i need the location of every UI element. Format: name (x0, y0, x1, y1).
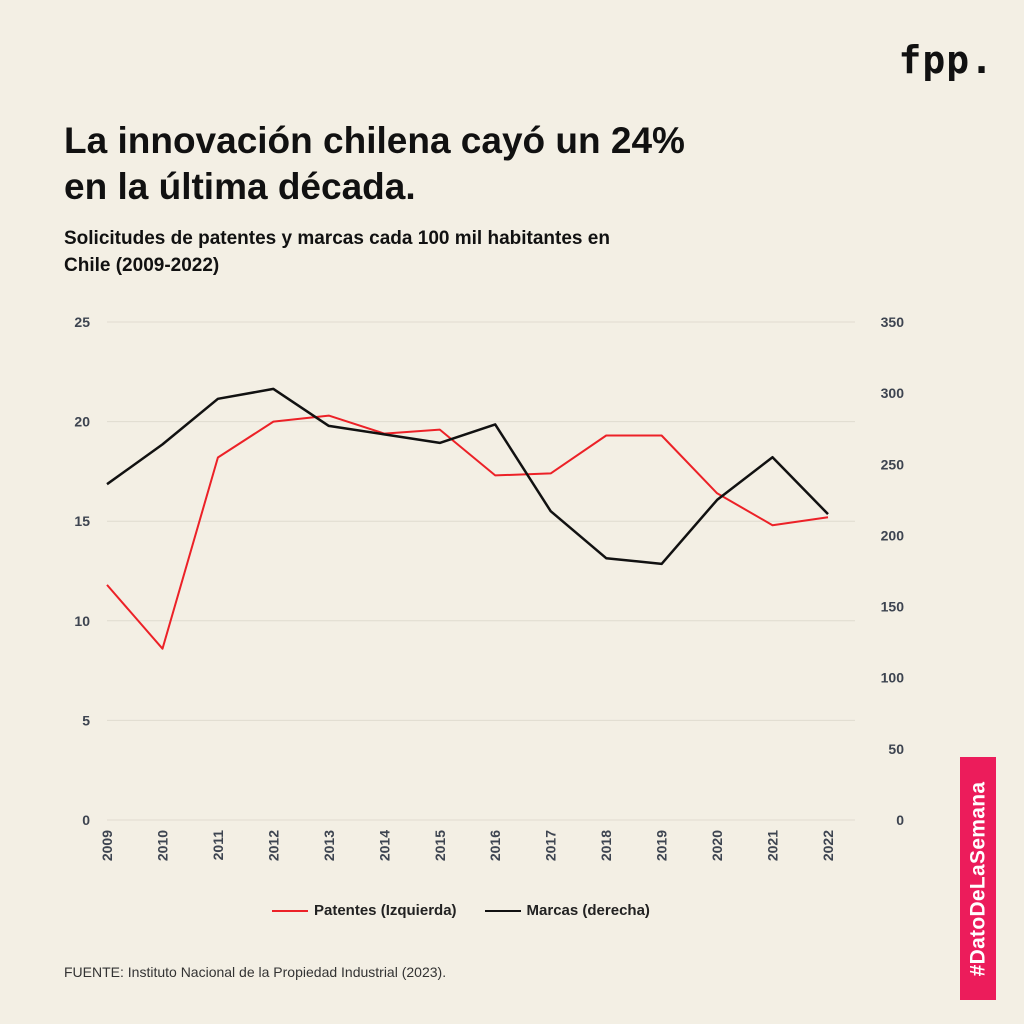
subtitle-line-2: Chile (2009-2022) (64, 255, 220, 276)
x-tick-label: 2010 (154, 830, 170, 861)
chart-title: La innovación chilena cayó un 24% en la … (64, 118, 824, 210)
legend-swatch-patentes (272, 909, 308, 912)
x-tick-label: 2009 (99, 830, 115, 861)
legend-item-patentes: Patentes (Izquierda) (272, 902, 457, 919)
left-tick-label: 15 (74, 513, 90, 529)
x-tick-label: 2018 (598, 830, 614, 861)
title-line-2: en la última década. (64, 166, 416, 207)
right-tick-label: 0 (896, 812, 904, 828)
legend-item-marcas: Marcas (derecha) (484, 902, 650, 919)
fpp-logo: fpp. (898, 38, 994, 82)
title-line-1: La innovación chilena cayó un 24% (64, 120, 685, 161)
x-tick-label: 2022 (820, 830, 836, 861)
x-tick-label: 2017 (543, 830, 559, 861)
left-tick-label: 10 (74, 613, 90, 629)
x-tick-label: 2012 (265, 830, 281, 861)
x-tick-label: 2021 (765, 830, 781, 861)
legend-swatch-marcas (484, 909, 521, 912)
x-tick-label: 2014 (376, 830, 392, 861)
x-tick-label: 2019 (654, 830, 670, 861)
hashtag-badge: #DatoDeLaSemana (960, 757, 996, 1000)
right-tick-label: 200 (881, 527, 905, 543)
x-tick-label: 2016 (487, 830, 503, 861)
left-tick-label: 0 (82, 812, 90, 828)
series-line-patentes (106, 414, 829, 650)
right-tick-label: 250 (881, 456, 905, 472)
x-tick-label: 2011 (210, 830, 226, 861)
x-tick-label: 2015 (432, 830, 448, 861)
chart-legend: Patentes (Izquierda) Marcas (derecha) (272, 902, 678, 919)
source-note: FUENTE: Instituto Nacional de la Propied… (64, 964, 447, 980)
x-tick-label: 2020 (709, 830, 725, 861)
legend-label-patentes: Patentes (Izquierda) (314, 902, 457, 919)
legend-label-marcas: Marcas (derecha) (526, 902, 650, 919)
hashtag-label: #DatoDeLaSemana (966, 781, 989, 976)
subtitle-line-1: Solicitudes de patentes y marcas cada 10… (64, 228, 610, 249)
right-tick-label: 150 (881, 599, 905, 615)
left-tick-label: 20 (74, 414, 90, 430)
left-tick-label: 5 (82, 712, 90, 728)
right-tick-label: 300 (881, 385, 905, 401)
right-tick-label: 350 (881, 314, 905, 330)
right-tick-label: 50 (888, 741, 904, 757)
series-line-marcas (106, 387, 829, 566)
x-tick-label: 2013 (321, 830, 337, 861)
left-tick-label: 25 (74, 314, 90, 330)
chart-subtitle: Solicitudes de patentes y marcas cada 10… (64, 225, 764, 279)
right-tick-label: 100 (881, 670, 905, 686)
